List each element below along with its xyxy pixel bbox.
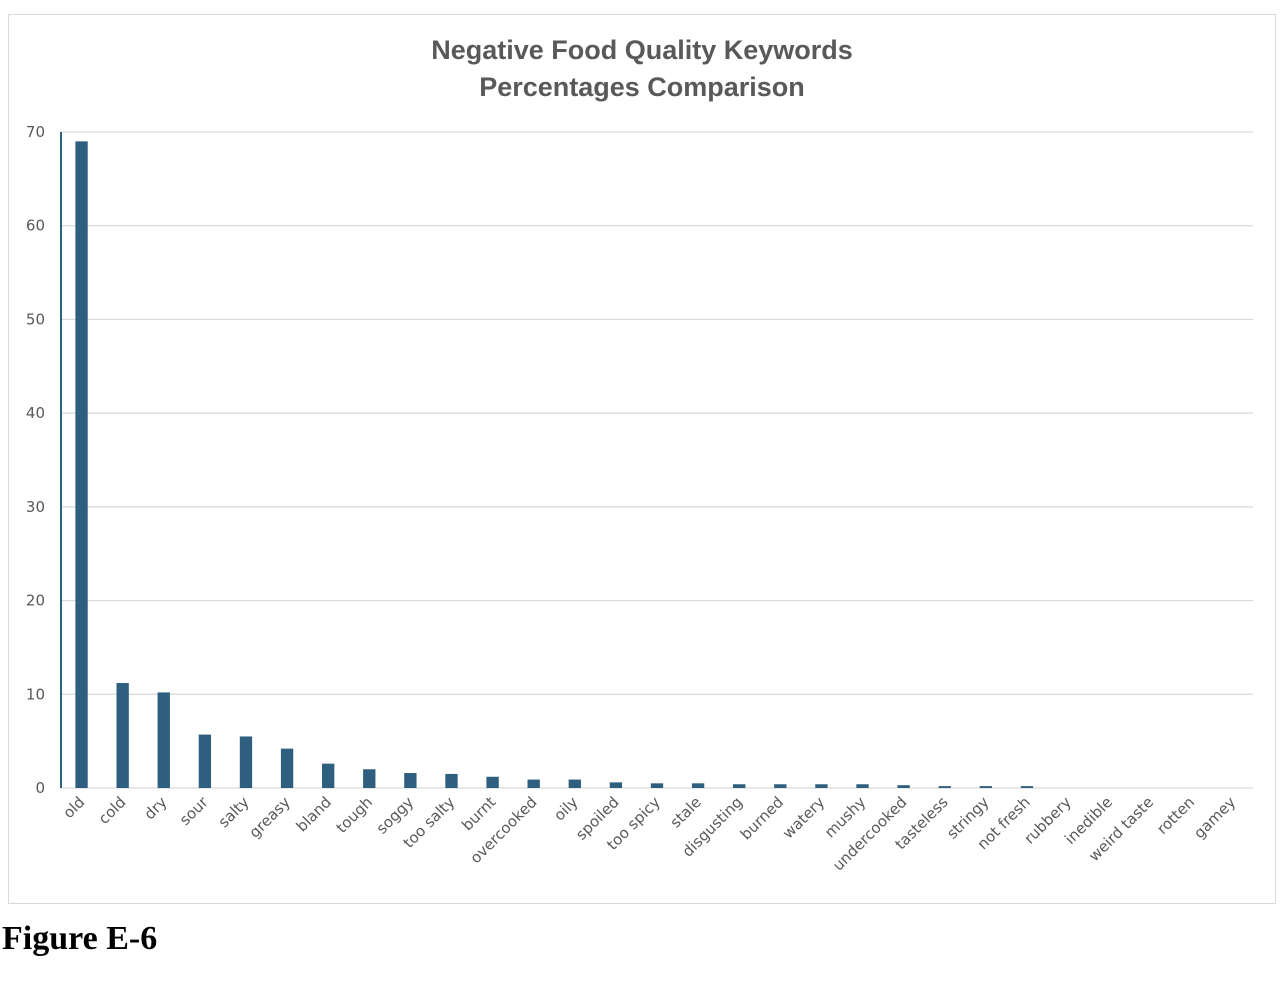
x-category-label: salty: [215, 793, 253, 831]
y-tick-label: 10: [26, 685, 45, 703]
bar-salty: [239, 736, 253, 788]
chart-frame: Negative Food Quality Keywords Percentag…: [8, 14, 1276, 904]
x-category-label: oily: [550, 793, 581, 824]
bar-dry: [157, 692, 170, 788]
x-category-label: burned: [737, 793, 787, 843]
y-tick-label: 30: [26, 498, 45, 516]
y-tick-label: 70: [26, 123, 45, 141]
bar-soggy: [404, 773, 417, 788]
bar-stringy: [979, 786, 992, 788]
bar-too-salty: [445, 773, 458, 788]
bar-stale: [691, 783, 705, 788]
bar-old: [75, 141, 88, 788]
bar-tough: [363, 769, 376, 788]
x-category-label: cold: [95, 793, 130, 828]
bars: [75, 141, 1034, 788]
x-category-label: tough: [333, 793, 377, 837]
y-tick-label: 0: [35, 779, 45, 797]
y-tick-label: 50: [26, 310, 45, 328]
bar-greasy: [280, 748, 294, 788]
x-category-label: sour: [176, 793, 212, 829]
y-tick-label: 60: [26, 217, 45, 235]
bar-watery: [815, 784, 828, 788]
chart-title-line-1: Negative Food Quality Keywords: [431, 35, 853, 65]
bar-too-spicy: [650, 783, 664, 788]
x-category-label: dry: [140, 793, 170, 823]
y-tick-label: 20: [26, 592, 45, 610]
gridlines: [61, 131, 1253, 789]
bar-burnt: [486, 776, 499, 788]
chart-title-line-2: Percentages Comparison: [479, 72, 805, 102]
bar-mushy: [856, 784, 869, 788]
bar-disgusting: [733, 784, 746, 788]
x-category-label: watery: [779, 793, 828, 842]
bar-chart: Negative Food Quality Keywords Percentag…: [26, 35, 1253, 875]
bar-not-fresh: [1020, 786, 1034, 788]
x-axis-labels: old cold dry sour saltygreasyblandtoughsoggy…: [59, 793, 1239, 875]
bar-overcooked: [527, 779, 540, 788]
y-tick-label: 40: [26, 404, 45, 422]
y-axis-ticks: 0 10 20 30 40 50 60 70: [26, 123, 45, 797]
figure-caption: Figure E-6: [2, 920, 158, 957]
x-category-label: greasy: [245, 793, 294, 842]
bar-burned: [774, 784, 787, 788]
x-category-label: stale: [667, 793, 705, 831]
bar-cold: [116, 683, 129, 788]
bar-bland: [322, 763, 335, 788]
bar-tasteless: [938, 786, 951, 788]
bar-undercooked: [897, 785, 910, 788]
x-category-label: bland: [293, 793, 335, 835]
bar-oily: [568, 779, 581, 788]
x-category-label: gamey: [1190, 793, 1239, 842]
bar-spoiled: [609, 782, 623, 788]
x-category-label: old: [59, 793, 88, 822]
bar-sour: [198, 734, 212, 788]
